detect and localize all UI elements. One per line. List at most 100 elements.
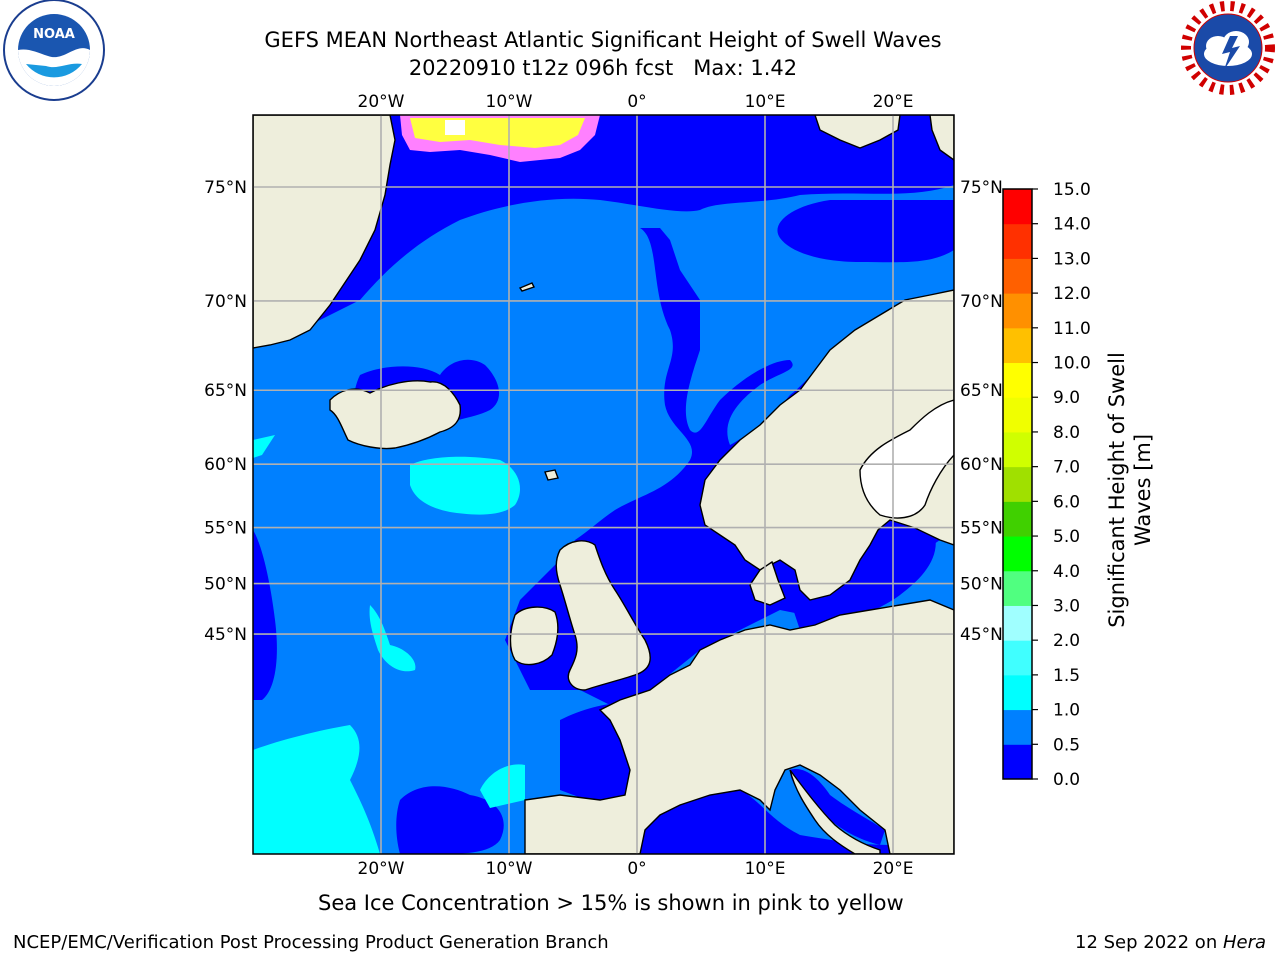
lat-label-right: 65°N bbox=[960, 381, 1003, 401]
lon-label-top: 20°E bbox=[873, 92, 914, 112]
colorbar-segment bbox=[1003, 640, 1032, 676]
great-britain bbox=[555, 540, 651, 691]
nws-logo bbox=[1180, 0, 1276, 96]
lon-label-top: 20°W bbox=[358, 92, 405, 112]
low-swell-west-edge bbox=[253, 530, 277, 700]
lat-label-right: 60°N bbox=[960, 455, 1003, 475]
lat-label-right: 50°N bbox=[960, 575, 1003, 595]
svalbard bbox=[814, 115, 901, 149]
lon-label-top: 10°E bbox=[745, 92, 786, 112]
map-frame bbox=[252, 114, 955, 855]
lat-label-right: 70°N bbox=[960, 292, 1003, 312]
lat-label-left: 60°N bbox=[204, 455, 247, 475]
colorbar-segment bbox=[1003, 570, 1032, 606]
lon-label-top: 0° bbox=[627, 92, 646, 112]
italy bbox=[789, 769, 881, 854]
low-swell-west-iberia bbox=[396, 786, 504, 854]
colorbar-segment bbox=[1003, 362, 1032, 398]
lon-label-bottom: 0° bbox=[627, 859, 646, 879]
colorbar-tick-label: 8.0 bbox=[1053, 423, 1080, 443]
colorbar-tick-label: 14.0 bbox=[1053, 215, 1091, 235]
colorbar-tick-label: 0.0 bbox=[1053, 770, 1080, 790]
lon-label-bottom: 10°W bbox=[486, 859, 533, 879]
colorbar-tick-label: 11.0 bbox=[1053, 319, 1091, 339]
colorbar-segment bbox=[1003, 258, 1032, 294]
scandinavia bbox=[699, 289, 954, 601]
colorbar-segment bbox=[1003, 709, 1032, 745]
map-plot-area bbox=[253, 115, 954, 854]
colorbar-tick-label: 12.0 bbox=[1053, 284, 1091, 304]
low-swell-baltic bbox=[790, 529, 936, 630]
colorbar-tick-label: 15.0 bbox=[1053, 180, 1091, 200]
colorbar-tick-label: 1.5 bbox=[1053, 666, 1080, 686]
colorbar-segment bbox=[1003, 466, 1032, 502]
colorbar-tick-label: 3.0 bbox=[1053, 596, 1080, 616]
lat-label-left: 50°N bbox=[204, 575, 247, 595]
colorbar-tick-label: 4.0 bbox=[1053, 562, 1080, 582]
chart-subtitle: 20220910 t12z 096h fcst Max: 1.42 bbox=[408, 56, 798, 80]
low-swell-barents-sea bbox=[777, 200, 954, 263]
axis-labels: 20°W 20°W 10°W 10°W 0° 0° 10°E 10°E 20°E 20°E 75°N… bbox=[204, 92, 1003, 879]
colorbar-segment bbox=[1003, 431, 1032, 468]
high-swell-west-margin bbox=[253, 435, 275, 458]
novaya-zemlya bbox=[929, 115, 954, 161]
colorbar-segment bbox=[1003, 293, 1032, 329]
noaa-logo-text: NOAA bbox=[33, 27, 75, 42]
colorbar-title-line1: Significant Height of Swell bbox=[1105, 352, 1129, 628]
footer-date-text: 12 Sep 2022 on bbox=[1075, 932, 1223, 953]
lat-label-left: 65°N bbox=[204, 381, 247, 401]
colorbar-tick-label: 1.0 bbox=[1053, 701, 1080, 721]
colorbar-title: Significant Height of Swell Waves [m] bbox=[1105, 352, 1155, 628]
low-swell-greenland-sea bbox=[253, 115, 954, 345]
colorbar-tick-label: 2.0 bbox=[1053, 631, 1080, 651]
sea-ice-note: Sea Ice Concentration > 15% is shown in … bbox=[318, 891, 904, 915]
colorbar-tick-label: 0.5 bbox=[1053, 735, 1080, 755]
colorbar-tick-label: 7.0 bbox=[1053, 458, 1080, 478]
continental-europe bbox=[524, 599, 954, 854]
colorbar-tick-label: 13.0 bbox=[1053, 249, 1091, 269]
lon-label-bottom: 20°W bbox=[358, 859, 405, 879]
high-swell-southwest bbox=[253, 725, 380, 854]
lat-label-left: 75°N bbox=[204, 178, 247, 198]
lat-label-left: 55°N bbox=[204, 519, 247, 539]
colorbar: 0.0 0.5 1.0 1.5 2.0 3.0 4.0 5.0 6.0 7.0 8.0 9.0 10.0… bbox=[1002, 180, 1091, 790]
colorbar-segment bbox=[1003, 536, 1032, 572]
colorbar-frame bbox=[1002, 188, 1033, 780]
colorbar-title-line2: Waves [m] bbox=[1131, 434, 1155, 546]
low-swell-adriatic bbox=[790, 769, 885, 845]
colorbar-segment bbox=[1003, 397, 1032, 433]
sea-ice-white-gap bbox=[445, 120, 465, 135]
colorbar-segment bbox=[1003, 744, 1032, 780]
graticule bbox=[253, 115, 954, 854]
footer-date: 12 Sep 2022 on Hera bbox=[1075, 932, 1266, 953]
land-masses bbox=[253, 115, 954, 854]
lat-label-left: 70°N bbox=[204, 292, 247, 312]
lat-label-right: 45°N bbox=[960, 625, 1003, 645]
chart-title: GEFS MEAN Northeast Atlantic Significant… bbox=[264, 28, 942, 52]
faroe-islands bbox=[544, 469, 559, 481]
lat-label-right: 55°N bbox=[960, 519, 1003, 539]
footer-machine: Hera bbox=[1222, 932, 1266, 953]
colorbar-segment bbox=[1003, 605, 1032, 641]
lat-label-right: 75°N bbox=[960, 178, 1003, 198]
colorbar-segment bbox=[1003, 674, 1032, 711]
colorbar-segment bbox=[1003, 189, 1032, 225]
lon-label-bottom: 10°E bbox=[745, 859, 786, 879]
colorbar-tick-label: 6.0 bbox=[1053, 492, 1080, 512]
colorbar-tick-label: 5.0 bbox=[1053, 527, 1080, 547]
jan-mayen bbox=[518, 282, 535, 292]
ireland bbox=[509, 606, 559, 666]
high-swell-south-of-iceland bbox=[410, 456, 520, 515]
lon-label-bottom: 20°E bbox=[873, 859, 914, 879]
footer-credit: NCEP/EMC/Verification Post Processing Pr… bbox=[13, 932, 609, 953]
colorbar-tick-label: 10.0 bbox=[1053, 354, 1091, 374]
colorbar-segment bbox=[1003, 223, 1032, 259]
colorbar-segment bbox=[1003, 501, 1032, 537]
high-swell-biscay-offshore bbox=[480, 764, 525, 808]
sea-ice bbox=[400, 115, 600, 162]
lat-label-left: 45°N bbox=[204, 625, 247, 645]
colorbar-segment bbox=[1003, 327, 1032, 364]
lon-label-top: 10°W bbox=[486, 92, 533, 112]
gulf-of-bothnia bbox=[859, 399, 954, 519]
